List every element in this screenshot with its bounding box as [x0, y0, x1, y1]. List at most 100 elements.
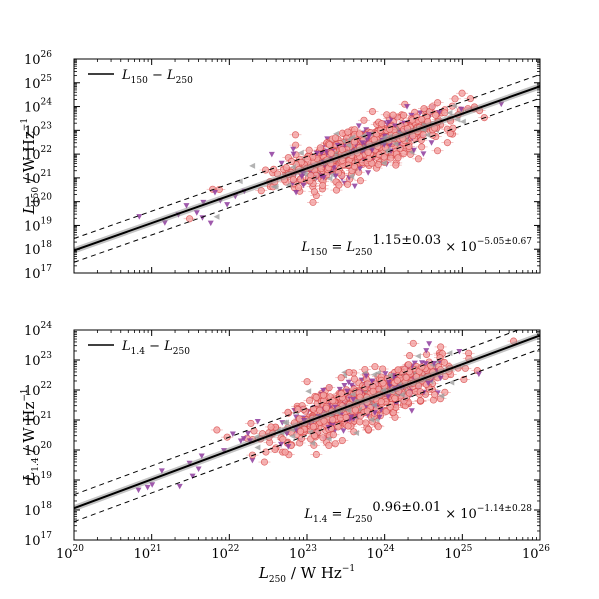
- data-point-lower-limit: [355, 123, 362, 129]
- data-point: [344, 161, 352, 169]
- data-point: [312, 393, 320, 401]
- data-point-lower-limit: [392, 123, 399, 129]
- data-point: [391, 394, 399, 402]
- data-point: [355, 168, 363, 176]
- y-tick-label: 1017: [24, 264, 52, 282]
- data-point: [433, 147, 442, 155]
- data-point: [319, 391, 328, 399]
- data-point-lower-limit: [344, 388, 351, 395]
- data-point-upper-limit: [236, 178, 243, 185]
- legend-label: L150 − L250: [121, 68, 193, 86]
- data-point: [271, 445, 279, 454]
- data-point-lower-limit: [189, 473, 196, 480]
- data-point: [306, 397, 314, 405]
- y-tick-label: 1026: [24, 50, 52, 68]
- top-panel: 1017 1018 1019 1020 1021 1022 1023 1024 1025 1026…: [20, 50, 541, 282]
- data-point-upper-limit: [370, 402, 377, 409]
- data-point: [329, 416, 337, 424]
- data-point-lower-limit: [144, 484, 151, 491]
- data-point-lower-limit: [351, 183, 358, 190]
- data-point: [362, 419, 370, 427]
- data-point-lower-limit: [211, 190, 218, 196]
- fit-line: [74, 334, 540, 510]
- data-point: [344, 180, 352, 188]
- data-point-lower-limit: [136, 214, 143, 220]
- data-point-lower-limit: [198, 453, 205, 460]
- y-tick-label: 1024: [24, 321, 52, 339]
- data-point: [365, 154, 373, 163]
- data-point-upper-limit: [446, 109, 453, 116]
- data-point: [360, 116, 368, 124]
- data-point-lower-limit: [408, 408, 415, 414]
- data-point-lower-limit: [313, 150, 320, 157]
- x-tick-label: 1020: [56, 544, 84, 562]
- data-point: [335, 181, 343, 189]
- data-point-lower-limit: [382, 371, 389, 377]
- data-point: [327, 149, 335, 157]
- data-point-lower-limit: [278, 160, 285, 167]
- data-point-upper-limit: [438, 393, 445, 400]
- data-point-upper-limit: [345, 142, 352, 149]
- data-point: [379, 379, 387, 387]
- y-tick-label: 1024: [24, 98, 52, 116]
- data-point: [374, 161, 382, 169]
- data-point: [382, 407, 390, 415]
- data-point: [247, 419, 255, 427]
- data-point-upper-limit: [289, 433, 296, 440]
- data-point-lower-limit: [475, 371, 482, 378]
- plot-area: [74, 330, 540, 523]
- data-point: [289, 176, 297, 184]
- y-tick-label: 1020: [24, 193, 52, 211]
- data-point: [356, 177, 365, 185]
- data-point-upper-limit: [353, 429, 360, 436]
- data-point-lower-limit: [359, 140, 366, 146]
- data-point-upper-limit: [213, 213, 220, 220]
- data-point-lower-limit: [456, 349, 463, 355]
- data-point-lower-limit: [195, 466, 202, 473]
- data-point: [305, 146, 313, 154]
- data-point: [295, 184, 303, 192]
- data-point: [416, 388, 424, 396]
- data-point-upper-limit: [448, 379, 455, 386]
- data-point: [281, 448, 289, 456]
- data-point-upper-limit: [424, 131, 431, 138]
- data-point: [287, 157, 296, 165]
- data-point: [466, 95, 474, 103]
- data-point-upper-limit: [386, 372, 393, 379]
- y-tick-label: 1018: [24, 240, 52, 258]
- x-tick-label: 1022: [211, 544, 239, 562]
- data-point-lower-limit: [249, 457, 256, 464]
- data-point: [344, 422, 352, 430]
- data-point: [416, 397, 424, 405]
- data-point-lower-limit: [425, 380, 432, 387]
- data-point: [325, 441, 333, 450]
- y-axis-label: L1.4 / W Hz−1: [20, 388, 41, 482]
- y-tick-label: 1022: [24, 145, 52, 163]
- data-point: [378, 120, 386, 128]
- fit-equation: L150 = L2501.15±0.03 × 10−5.05±0.67: [301, 233, 533, 258]
- data-point: [350, 163, 359, 171]
- data-point-lower-limit: [356, 166, 363, 172]
- data-point: [345, 368, 353, 376]
- data-point-lower-limit: [341, 382, 348, 389]
- data-point-lower-limit: [268, 151, 275, 158]
- data-point: [428, 103, 436, 111]
- data-point: [310, 188, 318, 196]
- data-point-upper-limit: [380, 160, 387, 167]
- data-point: [368, 107, 377, 116]
- data-point-lower-limit: [224, 202, 231, 208]
- x-axis-label: L250 / W Hz−1: [258, 564, 355, 585]
- data-point: [344, 128, 352, 136]
- data-point-lower-limit: [300, 182, 307, 189]
- data-point-lower-limit: [345, 379, 352, 386]
- data-point-lower-limit: [320, 174, 327, 181]
- data-point-lower-limit: [293, 190, 300, 196]
- data-point-lower-limit: [428, 140, 435, 146]
- data-point-lower-limit: [368, 147, 375, 154]
- y-tick-label: 1023: [24, 121, 52, 139]
- data-point-upper-limit: [446, 350, 453, 357]
- data-point-upper-limit: [359, 132, 366, 139]
- data-point-lower-limit: [229, 431, 236, 437]
- data-point: [402, 373, 410, 381]
- data-point-upper-limit: [392, 140, 399, 147]
